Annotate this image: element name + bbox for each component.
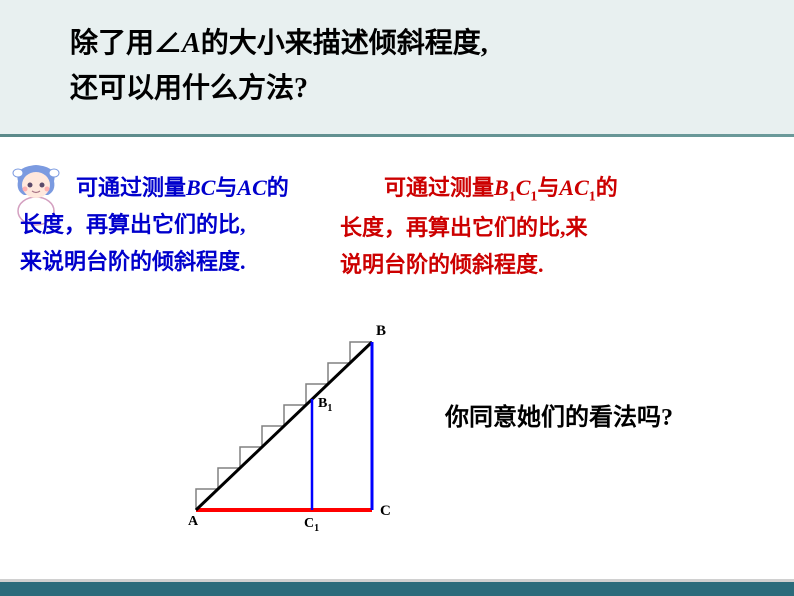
hypotenuse xyxy=(196,342,372,510)
title-post: 的大小来描述倾斜程度, xyxy=(201,28,488,59)
right-line3: 说明台阶的倾斜程度. xyxy=(340,252,544,277)
left-paragraph: 可通过测量BC与AC的 长度，再算出它们的比, 来说明台阶的倾斜程度. xyxy=(20,169,330,281)
label-a: A xyxy=(188,514,199,529)
left-pre: 可通过测量 xyxy=(20,175,186,200)
label-b1: B1 xyxy=(318,396,332,414)
footer-bar xyxy=(0,582,794,596)
right-mid: 与 xyxy=(537,175,559,200)
right-var1b: C xyxy=(516,175,531,200)
right-sub1a: 1 xyxy=(509,189,516,204)
question-text: 你同意她们的看法吗? xyxy=(445,397,673,432)
left-line2: 长度，再算出它们的比, xyxy=(20,212,246,237)
title-line-2: 还可以用什么方法? xyxy=(70,67,754,112)
right-var1a: B xyxy=(494,175,509,200)
right-var2a: AC xyxy=(559,175,588,200)
triangle-diagram: A B C B1 C1 xyxy=(178,317,428,537)
left-mid: 与 xyxy=(215,175,237,200)
label-c1: C1 xyxy=(304,516,319,534)
title-bar: 除了用∠A的大小来描述倾斜程度, 还可以用什么方法? xyxy=(0,0,794,134)
left-var1: BC xyxy=(186,175,215,200)
title-var: A xyxy=(182,28,201,59)
left-post1: 的 xyxy=(267,175,289,200)
right-line2: 长度，再算出它们的比,来 xyxy=(340,215,588,240)
right-paragraph: 可通过测量B1C1与AC1的 长度，再算出它们的比,来 说明台阶的倾斜程度. xyxy=(340,169,680,284)
right-post1: 的 xyxy=(596,175,618,200)
label-c: C xyxy=(380,503,391,519)
left-var2: AC xyxy=(237,175,266,200)
right-pre: 可通过测量 xyxy=(340,175,494,200)
left-line3: 来说明台阶的倾斜程度. xyxy=(20,249,246,274)
content-area: 可通过测量BC与AC的 长度，再算出它们的比, 来说明台阶的倾斜程度. 可通过测… xyxy=(0,137,794,577)
right-sub2: 1 xyxy=(589,189,596,204)
title-line-1: 除了用∠A的大小来描述倾斜程度, xyxy=(70,22,754,67)
label-b: B xyxy=(376,323,386,339)
title-pre: 除了用∠ xyxy=(70,28,182,59)
